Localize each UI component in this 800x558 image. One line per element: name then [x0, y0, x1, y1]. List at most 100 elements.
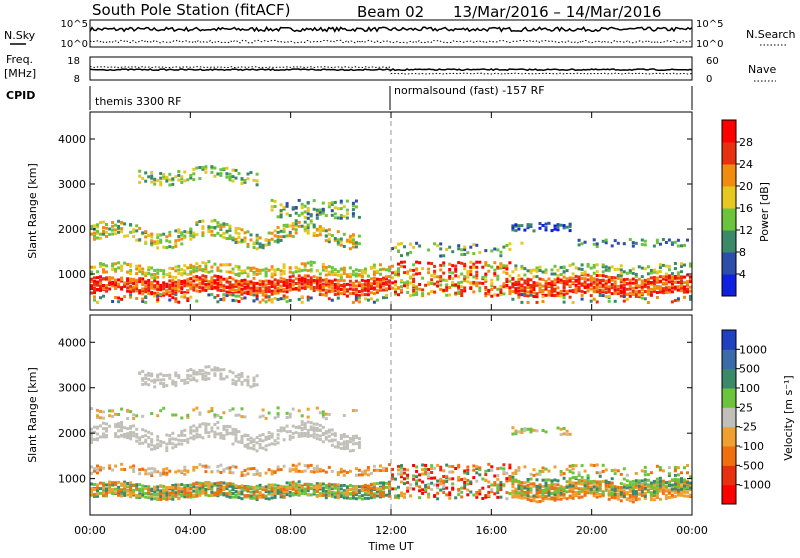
range-cell: [258, 434, 262, 438]
range-cell: [312, 232, 316, 235]
range-cell: [463, 286, 467, 290]
range-cell: [222, 284, 226, 288]
range-cell: [544, 268, 548, 272]
range-cell: [183, 295, 187, 299]
range-cell: [616, 267, 620, 271]
range-cell: [99, 435, 102, 439]
range-cell: [252, 443, 256, 447]
range-cell: [126, 234, 130, 238]
range-cell: [526, 494, 530, 498]
range-cell: [683, 478, 686, 482]
range-cell: [336, 216, 340, 220]
range-cell: [156, 446, 160, 450]
range-cell: [231, 298, 235, 302]
range-cell: [619, 284, 623, 288]
range-cell: [535, 292, 539, 296]
range-cell: [273, 199, 277, 203]
range-cell: [213, 233, 217, 237]
range-cell: [177, 264, 181, 268]
range-cell: [237, 267, 241, 271]
range-cell: [108, 480, 112, 484]
range-cell: [487, 494, 491, 498]
range-cell: [577, 480, 581, 484]
range-cell: [442, 278, 446, 282]
range-cell: [255, 183, 259, 187]
range-cell: [664, 241, 668, 244]
range-cell: [93, 288, 96, 292]
range-cell: [237, 265, 241, 269]
range-cell: [213, 174, 217, 178]
range-cell: [601, 265, 605, 269]
range-cell: [372, 464, 376, 468]
range-cell: [204, 488, 208, 491]
range-cell: [619, 488, 623, 492]
range-cell: [628, 278, 632, 282]
range-cell: [123, 281, 127, 285]
range-cell: [264, 416, 268, 420]
range-cell: [171, 446, 175, 450]
range-cell: [475, 490, 479, 494]
range-cell: [469, 490, 473, 494]
range-cell: [147, 485, 151, 489]
range-cell: [186, 415, 190, 419]
range-cell: [354, 409, 358, 412]
velocity-colorbar-tick-label: 25: [739, 401, 753, 414]
range-cell: [667, 290, 671, 294]
range-cell: [613, 485, 617, 489]
range-cell: [345, 273, 349, 277]
range-cell: [210, 287, 214, 291]
range-cell: [141, 414, 145, 418]
range-cell: [565, 225, 569, 229]
range-cell: [351, 484, 355, 488]
range-cell: [192, 378, 196, 382]
range-cell: [484, 249, 488, 253]
range-cell: [514, 469, 518, 473]
freq-label-1: Freq.: [6, 53, 33, 66]
range-cell: [99, 264, 102, 268]
range-cell: [508, 286, 512, 290]
range-cell: [234, 229, 238, 233]
range-cell: [436, 284, 440, 288]
range-cell: [686, 471, 689, 475]
range-cell: [123, 295, 127, 299]
range-cell: [123, 433, 127, 436]
range-cell: [141, 297, 145, 301]
range-cell: [538, 269, 542, 272]
range-cell: [454, 291, 458, 295]
range-cell: [309, 487, 313, 490]
range-cell: [138, 483, 142, 487]
range-cell: [165, 292, 169, 296]
range-cell: [520, 431, 524, 434]
range-cell: [288, 299, 292, 302]
range-cell: [324, 435, 328, 439]
range-cell: [303, 268, 307, 272]
range-cell: [120, 425, 124, 429]
range-cell: [297, 277, 301, 281]
range-cell: [496, 483, 500, 487]
range-cell: [249, 266, 253, 270]
range-cell: [649, 483, 653, 487]
range-cell: [451, 277, 455, 281]
range-cell: [168, 178, 172, 182]
range-cell: [285, 300, 289, 304]
range-cell: [333, 432, 337, 436]
range-cell: [312, 432, 316, 436]
range-cell: [198, 489, 202, 493]
range-cell: [291, 221, 295, 225]
range-cell: [499, 262, 503, 266]
range-cell: [285, 290, 289, 294]
range-cell: [147, 271, 151, 275]
range-cell: [285, 278, 289, 282]
range-cell: [664, 278, 668, 282]
range-cell: [351, 486, 355, 490]
range-cell: [400, 480, 403, 484]
range-cell: [204, 484, 208, 488]
range-cell: [466, 493, 470, 497]
range-cell: [676, 271, 680, 275]
range-cell: [472, 264, 476, 268]
range-cell: [156, 285, 160, 289]
range-cell: [336, 285, 340, 289]
range-cell: [637, 265, 641, 269]
range-cell: [96, 432, 99, 436]
range-cell: [183, 236, 187, 240]
